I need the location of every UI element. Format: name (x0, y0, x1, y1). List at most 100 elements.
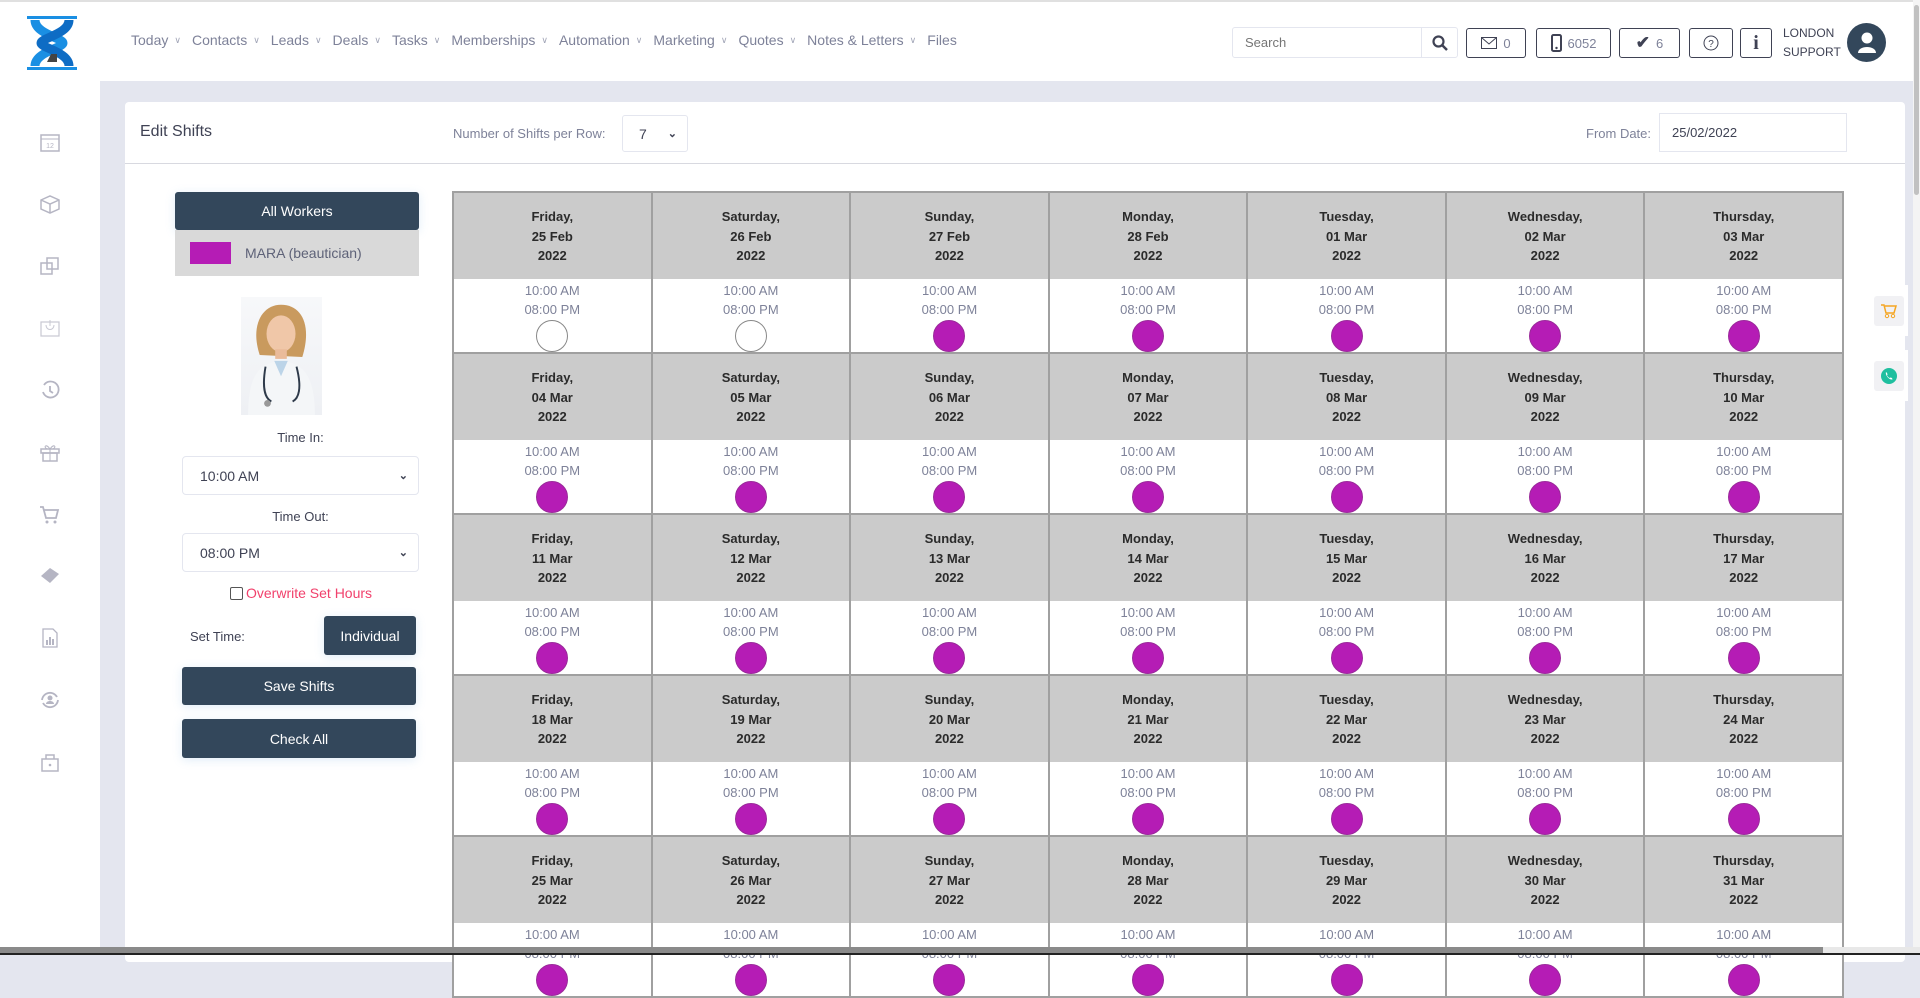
user-name[interactable]: LONDON SUPPORT (1783, 24, 1841, 62)
help-button[interactable]: ? (1689, 28, 1733, 58)
history-icon[interactable] (38, 378, 62, 402)
shift-toggle[interactable] (933, 481, 966, 513)
search-button[interactable] (1421, 28, 1457, 57)
shift-toggle[interactable] (1727, 481, 1760, 513)
time-out-select[interactable]: 08:00 PM ⌄ (182, 533, 419, 572)
shift-toggle[interactable] (536, 803, 569, 835)
shift-time-in: 10:00 AM (1517, 605, 1573, 620)
sms-button[interactable]: 6052 (1536, 28, 1611, 58)
shift-toggle[interactable] (1727, 320, 1760, 352)
shift-toggle[interactable] (734, 481, 767, 513)
shifts-per-row-select[interactable]: 7 ⌄ (622, 115, 688, 152)
user-sync-icon[interactable] (38, 688, 62, 712)
day-header: Thursday, 31 Mar 2022 (1645, 837, 1842, 923)
shift-time-out: 08:00 PM (1715, 463, 1772, 478)
calendar-icon[interactable]: 12 (38, 130, 62, 154)
shift-toggle[interactable] (933, 964, 966, 996)
shift-toggle[interactable] (536, 481, 569, 513)
nav-item-deals[interactable]: Deals ∨ (333, 32, 381, 48)
shift-toggle[interactable] (1727, 803, 1760, 835)
time-in-select[interactable]: 10:00 AM ⌄ (182, 456, 419, 495)
tasks-button[interactable]: ✔ 6 (1619, 28, 1680, 58)
shift-toggle[interactable] (1330, 642, 1363, 674)
all-workers-button[interactable]: All Workers (175, 192, 419, 230)
nav-item-marketing[interactable]: Marketing ∨ (653, 32, 727, 48)
gift-icon[interactable] (38, 440, 62, 464)
chevron-down-icon: ∨ (541, 34, 548, 45)
shift-toggle[interactable] (734, 803, 767, 835)
floating-cart-button[interactable] (1869, 285, 1908, 336)
save-shifts-button[interactable]: Save Shifts (182, 667, 416, 705)
nav-item-today[interactable]: Today ∨ (131, 32, 181, 48)
day-header: Sunday, 13 Mar 2022 (851, 515, 1048, 601)
copy-icon[interactable] (38, 254, 62, 278)
messages-button[interactable]: 0 (1466, 28, 1526, 58)
shift-toggle[interactable] (1330, 481, 1363, 513)
main-nav: Today ∨ Contacts ∨ Leads ∨ Deals ∨ Tasks ∨ Members… (131, 32, 968, 48)
check-all-button[interactable]: Check All (182, 719, 416, 758)
shift-toggle[interactable] (1131, 642, 1164, 674)
shifts-per-row-label: Number of Shifts per Row: (453, 126, 606, 141)
box-icon[interactable] (38, 192, 62, 216)
shift-toggle[interactable] (734, 320, 767, 352)
shift-toggle[interactable] (933, 642, 966, 674)
report-icon[interactable] (38, 626, 62, 650)
vertical-scrollbar[interactable] (1913, 0, 1920, 955)
nav-item-quotes[interactable]: Quotes ∨ (738, 32, 796, 48)
lock-icon[interactable] (38, 750, 62, 774)
floating-whatsapp-button[interactable] (1869, 350, 1908, 401)
from-date-input[interactable]: 25/02/2022 (1659, 113, 1847, 152)
ticket-icon[interactable] (38, 564, 62, 588)
nav-item-automation[interactable]: Automation ∨ (559, 32, 642, 48)
shift-toggle[interactable] (1529, 320, 1562, 352)
svg-text:12: 12 (46, 143, 54, 150)
nav-item-files[interactable]: Files (927, 32, 957, 48)
overwrite-checkbox[interactable] (230, 586, 243, 600)
horizontal-scrollbar[interactable] (0, 947, 1920, 955)
avatar[interactable] (1847, 23, 1886, 62)
individual-button[interactable]: Individual (324, 616, 416, 655)
shift-toggle[interactable] (1727, 642, 1760, 674)
day-date: 15 Mar (1325, 550, 1368, 566)
shift-toggle[interactable] (1529, 642, 1562, 674)
shift-toggle[interactable] (536, 964, 569, 996)
shift-toggle[interactable] (1330, 320, 1363, 352)
shift-toggle[interactable] (1131, 803, 1164, 835)
nav-item-tasks[interactable]: Tasks ∨ (392, 32, 440, 48)
shift-toggle[interactable] (1529, 481, 1562, 513)
overwrite-set-hours[interactable]: Overwrite Set Hours (230, 585, 372, 601)
worker-item[interactable]: MARA (beautician) (175, 230, 419, 276)
day-date: 21 Mar (1127, 711, 1169, 727)
shift-toggle[interactable] (734, 642, 767, 674)
shift-toggle[interactable] (1727, 964, 1760, 996)
shift-time-out: 08:00 PM (921, 463, 978, 478)
basket-icon[interactable] (38, 316, 62, 340)
cart-icon[interactable] (38, 502, 62, 526)
day-weekday: Monday, (1122, 209, 1174, 224)
shift-toggle[interactable] (1330, 803, 1363, 835)
shift-toggle[interactable] (1131, 320, 1164, 352)
app-logo[interactable] (27, 16, 77, 70)
shift-toggle[interactable] (734, 964, 767, 996)
day-date: 27 Feb (928, 228, 971, 244)
day-year: 2022 (1332, 892, 1362, 907)
shift-toggle[interactable] (536, 642, 569, 674)
cart-icon (1880, 303, 1897, 318)
search-input[interactable] (1233, 28, 1421, 57)
shift-toggle[interactable] (536, 320, 569, 352)
shift-toggle[interactable] (1529, 803, 1562, 835)
nav-item-memberships[interactable]: Memberships ∨ (451, 32, 548, 48)
shift-toggle[interactable] (1529, 964, 1562, 996)
shift-toggle[interactable] (1330, 964, 1363, 996)
day-year: 2022 (934, 570, 964, 585)
nav-item-contacts[interactable]: Contacts ∨ (192, 32, 260, 48)
shift-toggle[interactable] (933, 320, 966, 352)
shift-toggle[interactable] (933, 803, 966, 835)
nav-item-notes-letters[interactable]: Notes & Letters ∨ (807, 32, 916, 48)
shift-toggle[interactable] (1131, 481, 1164, 513)
nav-item-leads[interactable]: Leads ∨ (271, 32, 322, 48)
info-button[interactable]: i (1740, 28, 1772, 58)
shift-toggle[interactable] (1131, 964, 1164, 996)
